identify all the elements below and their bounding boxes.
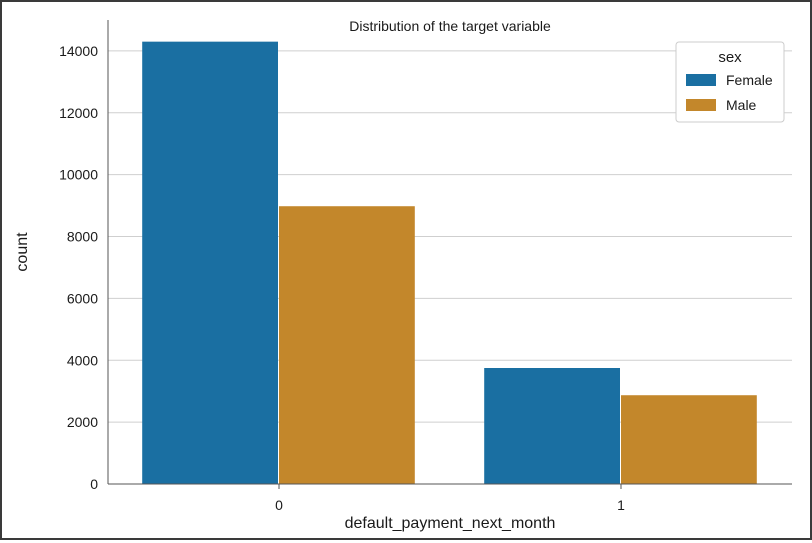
legend-swatch-male [686,99,716,111]
y-tick-label: 0 [90,476,98,492]
legend-label-male: Male [726,97,757,113]
x-axis-label: default_payment_next_month [345,515,556,532]
chart-title: Distribution of the target variable [349,18,551,34]
y-tick-label: 14000 [59,43,98,59]
y-tick-label: 2000 [67,414,98,430]
bars [142,41,757,485]
y-tick-label: 6000 [67,290,98,306]
legend-items: Female Male [686,72,773,113]
x-tick-label: 1 [617,497,625,513]
bar-male-1 [621,395,757,484]
legend-label-female: Female [726,72,773,88]
y-tick-label: 8000 [67,229,98,245]
y-axis-label: count [14,232,31,272]
bar-female-0 [142,41,278,485]
y-tick-labels: 0 2000 4000 6000 8000 10000 12000 14000 [59,43,98,492]
legend-swatch-female [686,74,716,86]
bar-male-0 [279,206,415,484]
axes [107,20,792,485]
x-tick-label: 0 [275,497,283,513]
y-tick-label: 4000 [67,352,98,368]
legend-title: sex [718,49,742,66]
legend: sex Female Male [675,41,785,123]
y-tick-label: 10000 [59,167,98,183]
y-tick-label: 12000 [59,105,98,121]
bar-female-1 [484,368,620,484]
